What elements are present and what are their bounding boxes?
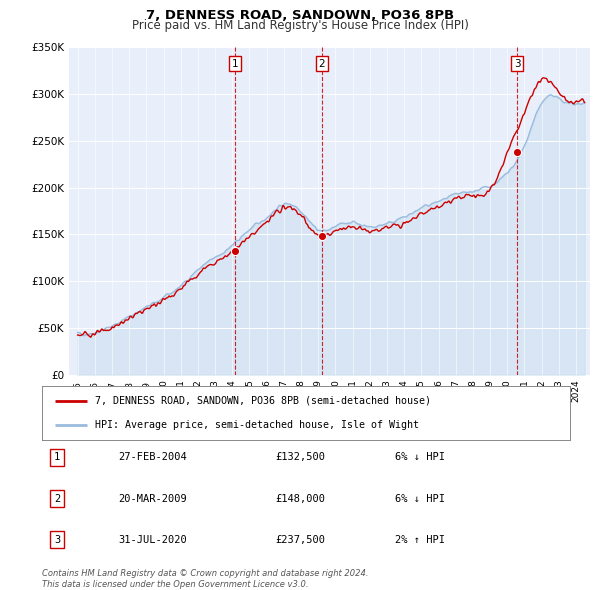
Text: HPI: Average price, semi-detached house, Isle of Wight: HPI: Average price, semi-detached house,… [95, 420, 419, 430]
Text: 2% ↑ HPI: 2% ↑ HPI [395, 535, 445, 545]
Point [230, 246, 239, 255]
Text: 3: 3 [514, 58, 521, 68]
Text: Contains HM Land Registry data © Crown copyright and database right 2024.
This d: Contains HM Land Registry data © Crown c… [42, 569, 368, 589]
Text: 3: 3 [54, 535, 60, 545]
Text: 7, DENNESS ROAD, SANDOWN, PO36 8PB: 7, DENNESS ROAD, SANDOWN, PO36 8PB [146, 9, 454, 22]
Text: 27-FEB-2004: 27-FEB-2004 [119, 453, 187, 462]
Text: 31-JUL-2020: 31-JUL-2020 [119, 535, 187, 545]
Text: 6% ↓ HPI: 6% ↓ HPI [395, 453, 445, 462]
Text: 6% ↓ HPI: 6% ↓ HPI [395, 494, 445, 503]
Text: 7, DENNESS ROAD, SANDOWN, PO36 8PB (semi-detached house): 7, DENNESS ROAD, SANDOWN, PO36 8PB (semi… [95, 396, 431, 406]
Text: £132,500: £132,500 [275, 453, 325, 462]
Text: Price paid vs. HM Land Registry's House Price Index (HPI): Price paid vs. HM Land Registry's House … [131, 19, 469, 32]
Point [512, 148, 522, 157]
Text: 1: 1 [232, 58, 238, 68]
Text: £237,500: £237,500 [275, 535, 325, 545]
Point [317, 231, 327, 241]
Text: 20-MAR-2009: 20-MAR-2009 [119, 494, 187, 503]
Text: 1: 1 [54, 453, 60, 462]
Text: 2: 2 [319, 58, 325, 68]
Text: £148,000: £148,000 [275, 494, 325, 503]
Text: 2: 2 [54, 494, 60, 503]
